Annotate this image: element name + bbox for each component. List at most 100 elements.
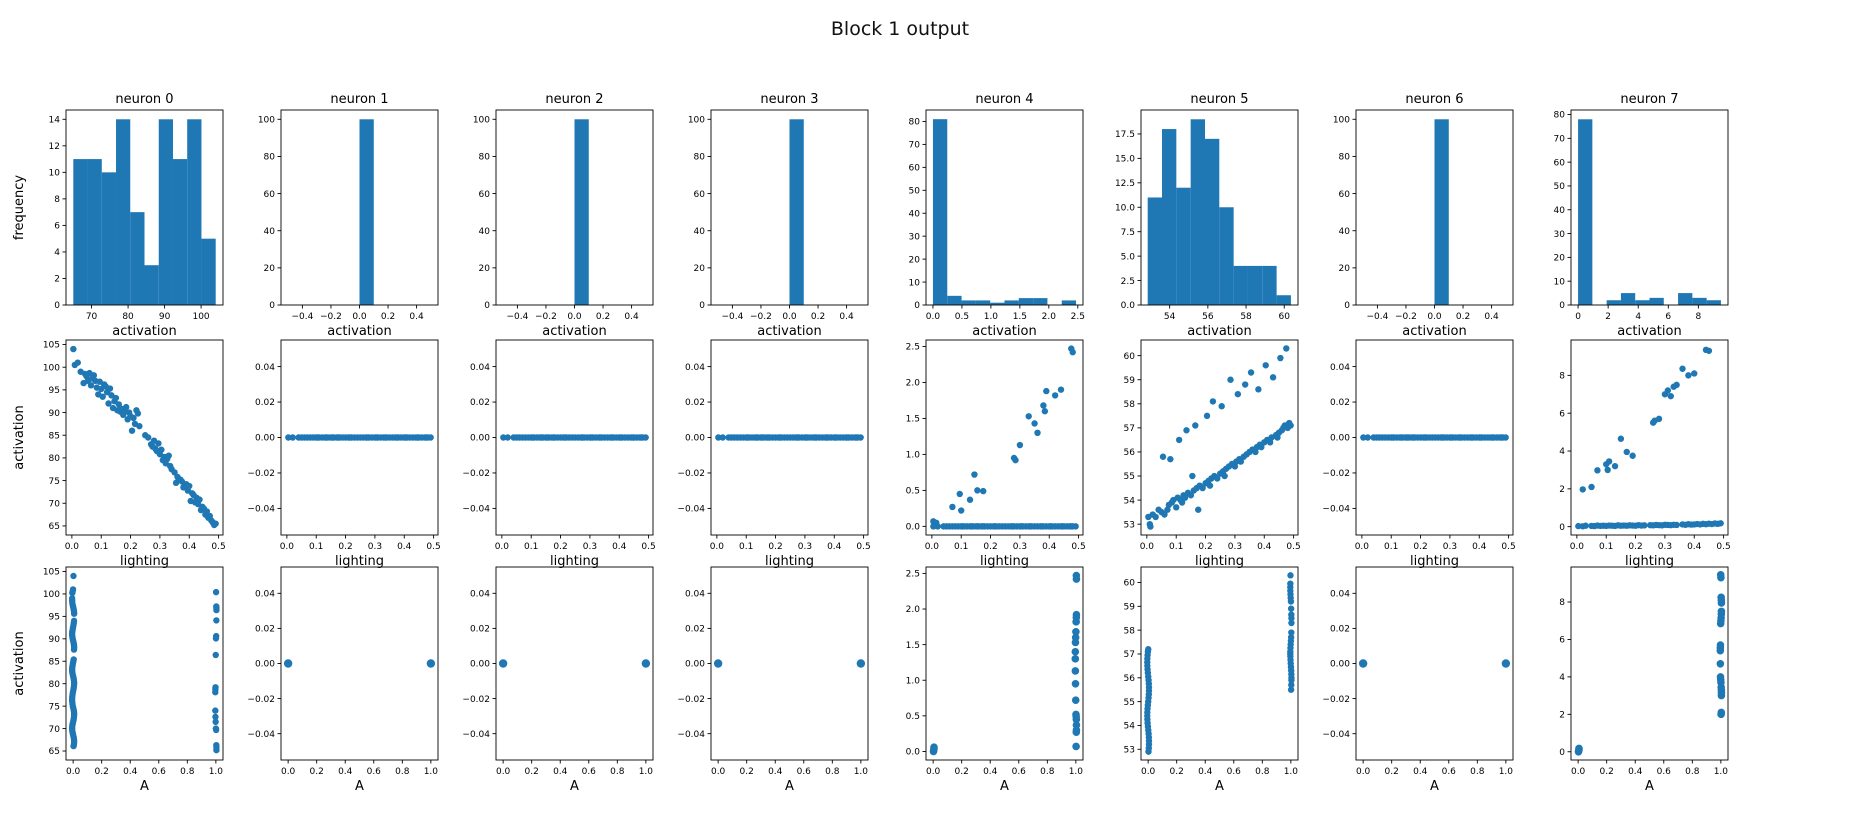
y-tick-label: 0.02: [685, 625, 705, 635]
scatter-point: [158, 446, 165, 453]
x-axis-label: activation: [1187, 324, 1251, 339]
x-tick-label: 0.4: [409, 312, 424, 322]
y-tick-label: 1.0: [906, 451, 921, 461]
y-tick-label: 0.02: [1330, 398, 1350, 408]
y-tick-label: −0.02: [1322, 469, 1350, 479]
scatter-point: [1206, 482, 1214, 489]
y-tick-label: 2.5: [906, 570, 920, 580]
x-tick-label: 0.4: [1198, 767, 1213, 777]
scatter-point: [212, 689, 219, 696]
subplot-neuron2-hist: −0.4 −0.2 0.0 0.2 0.4 0 20 40 60 80 100 neuron 2 act…: [473, 92, 654, 339]
scatter-point: [1655, 415, 1663, 423]
x-tick-label: 0.0: [1140, 542, 1155, 552]
subplot-neuron4-vs-lighting: 0.0 0.1 0.2 0.3 0.4 0.5 0.0 0.5 1.0 1.5 2.0 2.5 ligh…: [906, 339, 1086, 569]
y-tick-label: 105: [43, 568, 60, 578]
scatter-point: [203, 508, 211, 515]
x-tick-label: 0.0: [1571, 767, 1586, 777]
subplot-neuron1-vs-lighting: 0.0 0.1 0.2 0.3 0.4 0.5 −0.04 −0.02 0.00 0.02 0.04…: [247, 339, 441, 569]
x-tick-label: 0.3: [1228, 542, 1242, 552]
scatter-point: [128, 427, 136, 434]
x-tick-label: 0.2: [1600, 767, 1614, 777]
scatter-point: [1691, 370, 1698, 377]
y-tick-label: 100: [43, 590, 60, 600]
x-tick-label: 0.2: [381, 312, 395, 322]
x-tick-label: 54: [1164, 312, 1176, 322]
scatter-point: [212, 726, 220, 734]
subplot-title: neuron 5: [1190, 92, 1248, 107]
x-tick-label: 56: [1202, 312, 1214, 322]
scatter-point: [1209, 398, 1217, 405]
y-tick-label: −0.02: [247, 469, 275, 479]
x-tick-label: 0.8: [1255, 767, 1270, 777]
hist-bar: [1434, 119, 1449, 306]
hist-bar: [144, 265, 159, 305]
subplot-title: neuron 1: [330, 92, 388, 107]
scatter-point: [1189, 472, 1196, 480]
y-tick-label: 0.0: [1121, 301, 1136, 311]
hist-bar: [1190, 119, 1205, 306]
scatter-point: [1604, 466, 1611, 474]
scatter-point: [1611, 462, 1619, 470]
hist-bar: [1276, 295, 1291, 305]
scatter-point: [1072, 721, 1081, 729]
y-tick-label: 0.5: [906, 712, 920, 722]
y-tick-label: 50: [1554, 182, 1566, 192]
y-tick-label: 95: [49, 386, 60, 396]
x-axis-label: lighting: [120, 554, 169, 569]
scatter-point: [1641, 522, 1648, 529]
scatter-point: [212, 651, 219, 659]
x-tick-label: 0.1: [954, 542, 968, 552]
scatter-point: [99, 393, 106, 400]
x-tick-label: 0.2: [338, 542, 352, 552]
scatter-point: [1501, 659, 1511, 668]
scatter-point: [1040, 402, 1047, 409]
y-tick-label: 20: [1554, 254, 1566, 264]
x-tick-label: 0.4: [624, 312, 639, 322]
hist-bar: [87, 159, 102, 305]
y-tick-label: 80: [909, 118, 921, 128]
y-tick-label: 60: [479, 190, 491, 200]
y-tick-label: 75: [49, 702, 60, 712]
y-tick-label: 8: [1559, 598, 1565, 608]
hist-bar: [1692, 297, 1707, 305]
axes-frame: [1355, 566, 1514, 761]
hist-bar: [187, 119, 202, 306]
hist-bar: [73, 159, 88, 305]
x-tick-label: 0.0: [1427, 312, 1442, 322]
x-tick-label: 0.2: [596, 312, 610, 322]
y-tick-label: 2.0: [906, 605, 921, 615]
y-tick-label: 60: [1554, 158, 1566, 168]
scatter-point: [105, 400, 112, 407]
subplot-neuron7-vs-lighting: 0.0 0.1 0.2 0.3 0.4 0.5 0 2 4 6 8 lighting: [1559, 339, 1731, 569]
y-axis-label: activation: [12, 631, 27, 695]
y-tick-label: 7.5: [1121, 228, 1135, 238]
scatter-point: [1716, 641, 1725, 649]
scatter-point: [1071, 647, 1080, 656]
scatter-point: [1288, 619, 1295, 627]
y-tick-label: 0.02: [255, 398, 275, 408]
y-tick-label: 12: [49, 142, 60, 152]
x-tick-label: 1.0: [639, 767, 654, 777]
scatter-point: [1287, 634, 1295, 641]
x-tick-label: 2: [1605, 312, 1611, 322]
hist-bar: [1706, 300, 1721, 305]
x-tick-label: 0.1: [1599, 542, 1613, 552]
hist-bar: [1620, 293, 1636, 305]
y-tick-label: 0.04: [255, 363, 275, 373]
scatter-point: [1072, 523, 1079, 530]
y-tick-label: 2.0: [906, 379, 921, 389]
y-tick-label: 53: [1124, 520, 1135, 530]
x-tick-label: 0.6: [582, 767, 597, 777]
hist-bar: [1176, 187, 1191, 305]
scatter-point: [70, 572, 77, 580]
scatter-point: [1255, 386, 1262, 393]
x-tick-label: 0.0: [1356, 767, 1371, 777]
hist-bar: [1004, 300, 1019, 305]
y-tick-label: 20: [1339, 264, 1351, 274]
subplot-neuron0-vs-lighting: 0.0 0.1 0.2 0.3 0.4 0.5 65 70 75 80 85 90 95 100 105 li…: [12, 339, 226, 569]
x-tick-label: 0.8: [180, 767, 195, 777]
scatter-point: [283, 659, 293, 668]
y-tick-label: −0.04: [1322, 505, 1350, 515]
x-tick-label: 0.5: [1071, 542, 1085, 552]
scatter-point: [1664, 387, 1672, 394]
